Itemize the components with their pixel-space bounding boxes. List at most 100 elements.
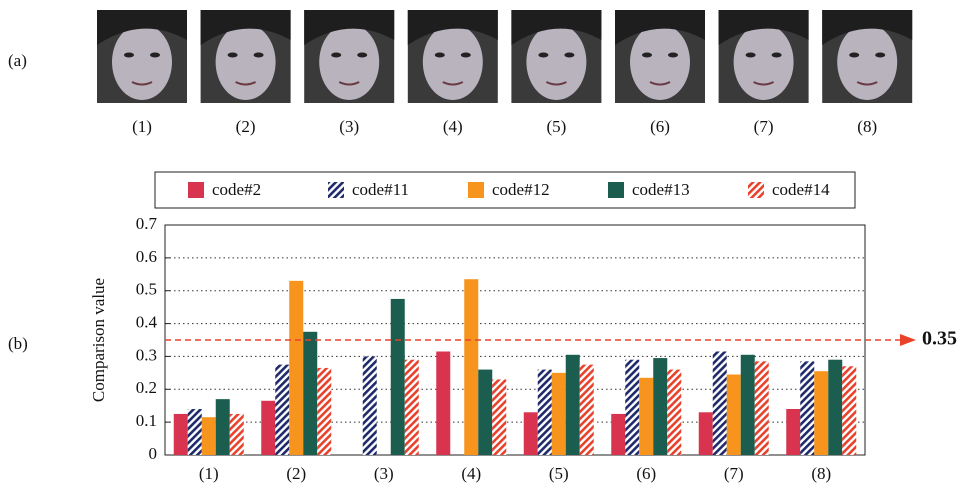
bar xyxy=(727,375,741,456)
bar xyxy=(478,370,492,455)
eye xyxy=(254,53,264,58)
eye xyxy=(228,53,238,58)
bar xyxy=(842,366,856,455)
figure: (a) (b) Comparison value (1) (2) (3) (4) (5)… xyxy=(0,0,970,491)
legend-swatch xyxy=(328,182,344,198)
image-caption: (7) xyxy=(754,117,774,136)
panel-label: (b) xyxy=(8,334,28,353)
legend-label: code#12 xyxy=(492,180,550,199)
bar xyxy=(492,379,506,455)
bar xyxy=(580,365,594,455)
image-caption: (4) xyxy=(443,117,463,136)
eye xyxy=(538,53,548,58)
panel-label: (a) xyxy=(8,51,27,70)
bar xyxy=(566,355,580,455)
legend-label: code#13 xyxy=(632,180,690,199)
bar xyxy=(464,279,478,455)
y-axis-label: Comparison value xyxy=(89,278,108,402)
image-caption: (2) xyxy=(236,117,256,136)
legend-swatch xyxy=(188,182,204,198)
eye xyxy=(124,53,134,58)
bar xyxy=(828,360,842,455)
bar xyxy=(275,365,289,455)
bar xyxy=(202,417,216,455)
bar xyxy=(303,332,317,455)
bar xyxy=(755,361,769,455)
legend-swatch xyxy=(748,182,764,198)
face xyxy=(630,24,690,100)
eye xyxy=(150,53,160,58)
legend-label: code#2 xyxy=(212,180,261,199)
page: {"panel_labels": ["(a)", "(b)"], "image_… xyxy=(0,0,970,491)
bar xyxy=(667,370,681,455)
bar xyxy=(174,414,188,455)
bar xyxy=(538,370,552,455)
bar xyxy=(317,368,331,455)
eye xyxy=(849,53,859,58)
bar xyxy=(741,355,755,455)
bar xyxy=(230,414,244,455)
bar xyxy=(552,373,566,455)
bar xyxy=(699,412,713,455)
face xyxy=(526,24,586,100)
x-tick-label: (3) xyxy=(374,464,394,483)
y-tick-label: 0.6 xyxy=(136,247,157,266)
threshold-arrow xyxy=(900,334,916,346)
bar xyxy=(261,401,275,455)
y-tick-label: 0.2 xyxy=(136,378,157,397)
legend-swatch xyxy=(468,182,484,198)
face xyxy=(216,24,276,100)
eye xyxy=(668,53,678,58)
image-caption: (8) xyxy=(857,117,877,136)
eye xyxy=(772,53,782,58)
legend-label: code#14 xyxy=(772,180,830,199)
x-tick-label: (4) xyxy=(461,464,481,483)
bar xyxy=(524,412,538,455)
eye xyxy=(435,53,445,58)
x-tick-label: (1) xyxy=(199,464,219,483)
y-tick-label: 0.1 xyxy=(136,411,157,430)
x-tick-label: (8) xyxy=(811,464,831,483)
bar xyxy=(611,414,625,455)
bar xyxy=(289,281,303,455)
bar xyxy=(800,361,814,455)
threshold-label: 0.35 xyxy=(922,328,957,350)
image-caption: (1) xyxy=(132,117,152,136)
image-caption: (5) xyxy=(546,117,566,136)
face xyxy=(837,24,897,100)
face xyxy=(734,24,794,100)
eye xyxy=(875,53,885,58)
y-tick-label: 0.4 xyxy=(136,312,158,331)
y-tick-label: 0.5 xyxy=(136,280,157,299)
bar xyxy=(653,358,667,455)
bar xyxy=(391,299,405,455)
bar xyxy=(639,378,653,455)
y-tick-label: 0 xyxy=(149,444,158,463)
eye xyxy=(461,53,471,58)
eye xyxy=(357,53,367,58)
eye xyxy=(746,53,756,58)
x-tick-label: (7) xyxy=(724,464,744,483)
face xyxy=(423,24,483,100)
bar xyxy=(436,352,450,456)
bar xyxy=(786,409,800,455)
y-tick-label: 0.3 xyxy=(136,345,157,364)
face xyxy=(319,24,379,100)
x-tick-label: (2) xyxy=(286,464,306,483)
y-tick-label: 0.7 xyxy=(136,214,158,233)
face xyxy=(112,24,172,100)
bar xyxy=(188,409,202,455)
eye xyxy=(642,53,652,58)
bar xyxy=(216,399,230,455)
eye xyxy=(331,53,341,58)
bar xyxy=(625,360,639,455)
eye xyxy=(564,53,574,58)
bar xyxy=(814,371,828,455)
x-tick-label: (6) xyxy=(636,464,656,483)
x-tick-label: (5) xyxy=(549,464,569,483)
legend-swatch xyxy=(608,182,624,198)
bar xyxy=(713,352,727,456)
legend-label: code#11 xyxy=(352,180,409,199)
image-caption: (3) xyxy=(339,117,359,136)
bar xyxy=(405,360,419,455)
